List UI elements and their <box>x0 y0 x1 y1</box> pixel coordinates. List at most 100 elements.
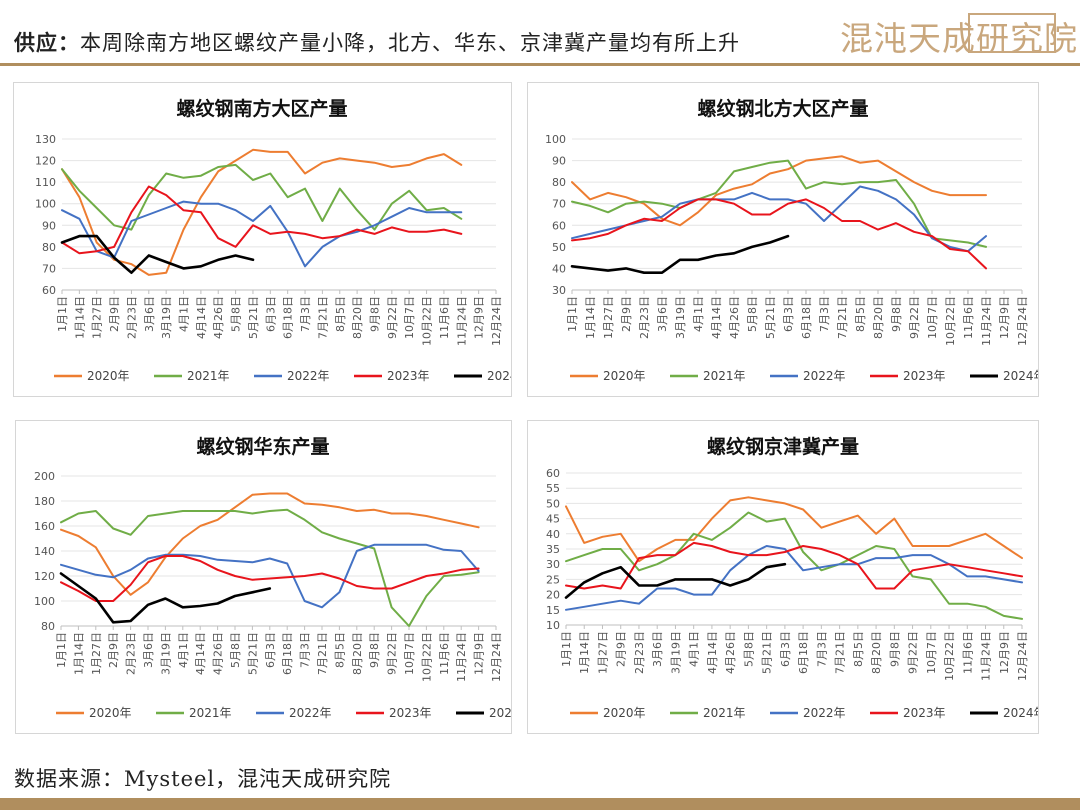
header: 供应：本周除南方地区螺纹产量小降，北方、华东、京津冀产量均有所上升 混沌天成研究… <box>0 0 1080 72</box>
x-tick-label: 5月21日 <box>764 296 777 339</box>
x-tick-label: 12月9日 <box>998 296 1011 339</box>
x-tick-label: 2月9日 <box>108 296 121 332</box>
series-line-2022 <box>60 543 480 609</box>
legend-label: 2021年 <box>187 369 230 383</box>
x-tick-label: 5月21日 <box>761 631 774 674</box>
x-tick-label: 7月21日 <box>316 296 329 339</box>
x-tick-label: 1月14日 <box>584 296 597 339</box>
x-tick-label: 11月24日 <box>455 632 468 682</box>
x-tick-label: 8月20日 <box>872 296 885 339</box>
x-tick-label: 1月1日 <box>560 631 573 667</box>
title-prefix: 供应： <box>14 30 80 55</box>
x-tick-label: 6月3日 <box>264 632 277 668</box>
x-tick-label: 1月1日 <box>55 632 68 668</box>
x-tick-label: 3月19日 <box>674 296 687 339</box>
y-tick-label: 180 <box>34 495 55 508</box>
x-tick-label: 4月1日 <box>692 296 705 332</box>
x-tick-label: 10月22日 <box>420 632 433 682</box>
y-tick-label: 40 <box>552 262 566 275</box>
x-tick-label: 11月24日 <box>980 296 993 346</box>
series-line-2021 <box>60 508 480 627</box>
x-tick-label: 2月9日 <box>615 631 628 667</box>
x-tick-label: 3月19日 <box>159 632 172 675</box>
series-line-2020 <box>565 496 1023 563</box>
x-tick-label: 12月24日 <box>490 632 503 682</box>
y-tick-label: 90 <box>552 155 566 168</box>
y-tick-label: 120 <box>35 155 56 168</box>
series-line-2022 <box>565 545 1023 611</box>
x-tick-label: 2月23日 <box>638 296 651 339</box>
legend-label: 2022年 <box>287 369 330 383</box>
x-tick-label: 9月22日 <box>386 632 399 675</box>
y-tick-label: 80 <box>41 620 55 633</box>
series-line-2021 <box>61 163 463 231</box>
chart-panel-jingjinji: 螺纹钢京津冀产量 10 15 20 25 30 35 40 45 50 55 60 1月1日 1月14日 1… <box>527 420 1039 734</box>
footer-bar <box>0 798 1080 810</box>
legend-label: 2021年 <box>703 706 746 720</box>
y-tick-label: 10 <box>546 619 560 632</box>
x-tick-label: 7月3日 <box>818 296 831 332</box>
title-text: 本周除南方地区螺纹产量小降，北方、华东、京津冀产量均有所上升 <box>80 31 740 55</box>
x-tick-label: 11月24日 <box>980 631 993 681</box>
x-tick-label: 3月6日 <box>656 296 669 332</box>
y-tick-label: 50 <box>552 241 566 254</box>
x-tick-label: 11月6日 <box>438 296 451 339</box>
y-tick-label: 55 <box>546 482 560 495</box>
legend-label: 2023年 <box>903 706 946 720</box>
legend-label: 2023年 <box>903 369 946 383</box>
x-tick-label: 1月27日 <box>602 296 615 339</box>
x-tick-label: 4月1日 <box>177 632 190 668</box>
x-tick-label: 8月5日 <box>852 631 865 667</box>
x-tick-label: 2月23日 <box>125 632 138 675</box>
x-tick-label: 3月6日 <box>142 632 155 668</box>
chart-panel-north: 螺纹钢北方大区产量 30 40 50 60 70 80 90 100 1月1日 1月14日 1月27日… <box>527 82 1039 397</box>
x-tick-label: 10月22日 <box>944 296 957 346</box>
x-tick-label: 9月22日 <box>908 296 921 339</box>
x-tick-label: 12月9日 <box>473 632 486 675</box>
y-tick-label: 45 <box>546 513 560 526</box>
x-tick-label: 8月20日 <box>870 631 883 674</box>
y-tick-label: 60 <box>546 467 560 480</box>
y-tick-label: 120 <box>34 570 55 583</box>
x-tick-label: 1月1日 <box>56 296 69 332</box>
x-tick-label: 10月22日 <box>421 296 434 346</box>
x-tick-label: 6月18日 <box>282 296 295 339</box>
x-tick-label: 6月18日 <box>281 632 294 675</box>
x-tick-label: 7月21日 <box>316 632 329 675</box>
series-line-2020 <box>571 155 987 227</box>
series-line-2023 <box>61 185 463 255</box>
x-tick-label: 11月24日 <box>455 296 468 346</box>
x-tick-label: 4月14日 <box>710 296 723 339</box>
y-tick-label: 130 <box>35 133 56 146</box>
chart-title: 螺纹钢南方大区产量 <box>176 97 347 120</box>
x-tick-label: 5月8日 <box>746 296 759 332</box>
y-tick-label: 15 <box>546 604 560 617</box>
x-tick-label: 3月19日 <box>160 296 173 339</box>
series-line-2024 <box>570 234 790 274</box>
legend-label: 2022年 <box>289 706 332 720</box>
x-tick-label: 1月14日 <box>72 632 85 675</box>
series-line-2022 <box>61 200 463 268</box>
x-tick-label: 4月1日 <box>178 296 191 332</box>
y-tick-label: 40 <box>546 528 560 541</box>
x-tick-label: 2月23日 <box>125 296 138 339</box>
y-tick-label: 100 <box>35 198 56 211</box>
x-tick-label: 4月26日 <box>728 296 741 339</box>
x-tick-label: 12月9日 <box>473 296 486 339</box>
y-tick-label: 70 <box>42 262 56 275</box>
x-tick-label: 1月27日 <box>90 632 103 675</box>
x-tick-label: 8月5日 <box>333 632 346 668</box>
x-tick-label: 7月3日 <box>815 631 828 667</box>
x-tick-label: 9月8日 <box>368 296 381 332</box>
x-tick-label: 5月21日 <box>246 632 259 675</box>
x-tick-label: 5月8日 <box>742 631 755 667</box>
page-title: 供应：本周除南方地区螺纹产量小降，北方、华东、京津冀产量均有所上升 <box>14 27 740 57</box>
chart-panel-south: 螺纹钢南方大区产量 60 70 80 90 100 110 120 130 1月1日 1月14日 1月… <box>13 82 512 397</box>
series-line-2021 <box>571 159 987 248</box>
y-tick-label: 60 <box>42 284 56 297</box>
logo-frame <box>968 13 1056 53</box>
x-tick-label: 8月20日 <box>351 632 364 675</box>
y-tick-label: 110 <box>35 176 56 189</box>
legend-label: 2020年 <box>603 706 646 720</box>
x-tick-label: 12月9日 <box>998 631 1011 674</box>
